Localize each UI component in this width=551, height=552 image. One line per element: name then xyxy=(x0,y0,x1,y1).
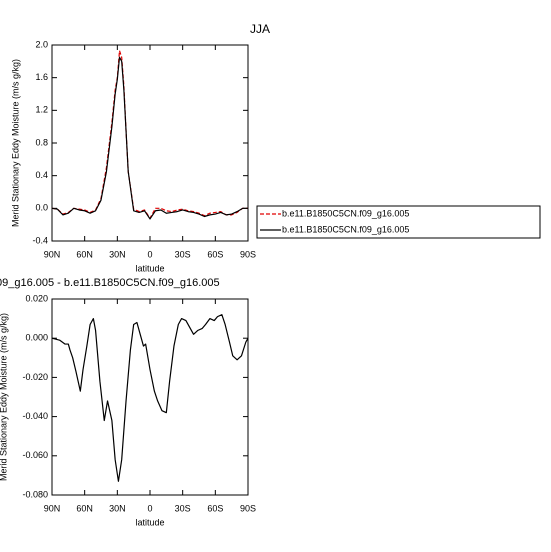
x-tick-label: 0 xyxy=(147,249,152,259)
y-tick-label: 0.020 xyxy=(25,293,48,303)
y-tick-label: 2.0 xyxy=(35,39,48,49)
y-tick-label: 0.0 xyxy=(35,203,48,213)
x-tick-label: 30N xyxy=(109,503,126,513)
x-tick-label: 30S xyxy=(175,249,191,259)
legend-label: b.e11.B1850C5CN.f09_g16.005 xyxy=(282,224,409,234)
y-tick-label: 0.000 xyxy=(25,333,48,343)
data-line xyxy=(51,56,248,220)
title: 09_g16.005 - b.e11.B1850C5CN.f09_g16.005 xyxy=(0,277,220,289)
x-tick-label: 60N xyxy=(76,503,93,513)
y-tick-label: 1.2 xyxy=(35,105,48,115)
x-axis-label: latitude xyxy=(135,517,164,527)
plot-frame xyxy=(51,298,249,496)
x-tick-label: 30N xyxy=(109,249,126,259)
x-tick-label: 0 xyxy=(147,503,152,513)
y-tick-label: 1.6 xyxy=(35,72,48,82)
plot-frame xyxy=(51,44,249,242)
y-axis-label: Merid Stationary Eddy Moisture (m/s g/kg… xyxy=(0,313,8,481)
y-tick-label: -0.040 xyxy=(22,411,48,421)
x-tick-label: 30S xyxy=(175,503,191,513)
y-axis-label: Merid Stationary Eddy Moisture (m/s g/kg… xyxy=(10,59,20,227)
y-tick-label: -0.060 xyxy=(22,450,48,460)
x-axis-label: latitude xyxy=(135,263,164,273)
x-tick-label: 90N xyxy=(44,249,61,259)
data-line xyxy=(51,50,248,219)
legend-box xyxy=(256,205,541,239)
y-tick-label: -0.4 xyxy=(32,235,48,245)
y-tick-label: 0.4 xyxy=(35,170,48,180)
x-tick-label: 60S xyxy=(207,249,223,259)
title: JJA xyxy=(250,22,270,36)
data-line xyxy=(51,314,249,482)
x-tick-label: 90S xyxy=(240,249,256,259)
y-tick-label: 0.8 xyxy=(35,137,48,147)
y-tick-label: -0.080 xyxy=(22,489,48,499)
x-tick-label: 60S xyxy=(207,503,223,513)
y-tick-label: -0.020 xyxy=(22,372,48,382)
x-tick-label: 90N xyxy=(44,503,61,513)
x-tick-label: 90S xyxy=(240,503,256,513)
legend-label: b.e11.B1850C5CN.f09_g16.005 xyxy=(282,208,409,218)
x-tick-label: 60N xyxy=(76,249,93,259)
